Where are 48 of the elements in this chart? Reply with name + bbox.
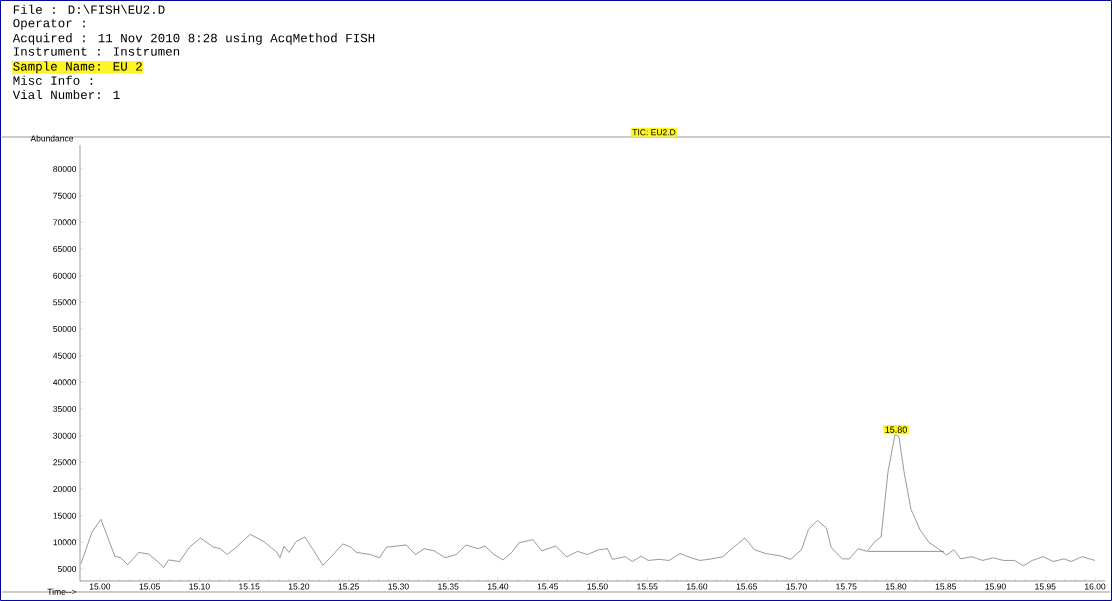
y-axis-title: Abundance (30, 135, 74, 142)
x-tick-label: 15.35 (438, 583, 459, 590)
text: Acquired : 11 Nov 2010 8:28 using AcqMethod FISH (12, 33, 375, 45)
y-tick-label: 35000 (53, 405, 77, 412)
x-tick-label: 15.60 (686, 583, 708, 590)
y-tick-label: 80000 (53, 165, 77, 172)
y-tick-label: 25000 (53, 459, 77, 466)
annotation: 15.80 (885, 426, 907, 433)
y-tick-label: 60000 (53, 272, 77, 279)
x-tick-label: 15.30 (388, 583, 409, 590)
x-tick-label: 15.45 (537, 583, 558, 590)
x-tick-label: 15.15 (239, 583, 260, 590)
x-tick-label: 15.70 (786, 583, 807, 590)
y-tick-label: 75000 (53, 192, 77, 199)
y-tick-label: 50000 (53, 325, 77, 332)
y-tick-label: 55000 (53, 299, 77, 306)
text: Instrument : Instrumen (13, 47, 180, 56)
text: Vial Number: 1 (12, 89, 120, 100)
x-axis-title: Time--> (47, 588, 77, 595)
x-tick-label: 15.10 (189, 583, 210, 590)
y-tick-label: 15000 (53, 512, 77, 519)
text: File : D:\FISH\EU2.D (13, 4, 165, 14)
x-tick-label: 15.40 (487, 583, 509, 590)
x-tick-label: 15.20 (288, 583, 310, 590)
x-tick-label: 15.75 (836, 583, 857, 590)
y-tick-label: 45000 (53, 352, 77, 359)
x-tick-label: 15.80 (886, 583, 907, 590)
x-tick-label: 15.85 (935, 583, 957, 590)
x-tick-label: 15.50 (587, 583, 608, 590)
y-tick-label: 5000 (57, 565, 77, 572)
x-tick-label: 15.65 (736, 583, 758, 590)
x-tick-label: 15.55 (637, 583, 658, 590)
x-tick-label: 15.90 (985, 583, 1006, 590)
y-tick-label: 30000 (53, 432, 77, 439)
text: Operator : (13, 18, 85, 30)
x-tick-label: 16.00 (1085, 583, 1106, 590)
x-tick-label: 15.95 (1035, 583, 1056, 590)
chart-title: TIC: EU2.D (632, 129, 676, 136)
y-tick-label: 40000 (53, 379, 77, 386)
y-tick-label: 20000 (53, 485, 77, 492)
y-tick-label: 10000 (53, 539, 77, 546)
text: Sample Name: EU 2 (13, 61, 142, 74)
y-tick-label: 70000 (53, 219, 77, 226)
x-tick-label: 15.00 (89, 583, 111, 590)
text: Misc Info : (13, 75, 93, 85)
x-tick-label: 15.05 (139, 583, 160, 590)
y-tick-label: 65000 (53, 245, 77, 252)
x-tick-label: 15.25 (338, 583, 359, 590)
